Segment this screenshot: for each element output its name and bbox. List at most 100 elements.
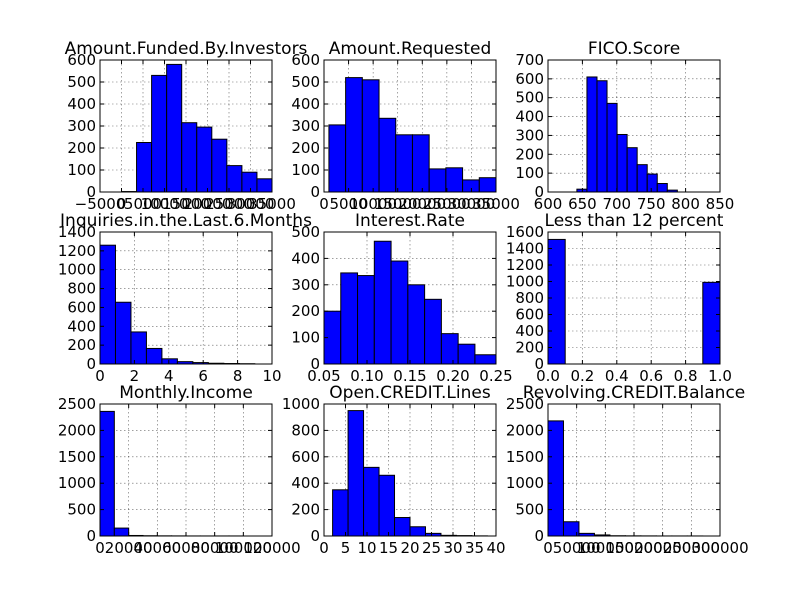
histogram-bar xyxy=(547,420,564,537)
histogram-bar xyxy=(114,301,132,365)
y-tick-label: 200 xyxy=(291,501,320,519)
histogram-bar xyxy=(373,240,392,365)
subplot-title: Amount.Funded.By.Investors xyxy=(65,39,308,59)
y-tick-label: 300 xyxy=(67,117,96,135)
y-tick-label: 200 xyxy=(515,339,544,357)
y-tick-label: 600 xyxy=(67,51,96,69)
x-tick-label: 10 xyxy=(357,539,376,557)
x-tick-label: 0.10 xyxy=(350,367,383,385)
histogram-bar xyxy=(478,177,497,193)
x-tick-label: 30000 xyxy=(448,195,496,213)
axes-frame xyxy=(99,59,273,193)
x-tick-label: 6 xyxy=(198,367,208,385)
y-tick-label: 600 xyxy=(291,448,320,466)
x-tick-label: 15000 xyxy=(162,195,210,213)
histogram-bar xyxy=(241,171,258,193)
x-tick-label: 1.0 xyxy=(708,367,732,385)
plot-area xyxy=(548,404,720,536)
x-tick-label: 5 xyxy=(341,539,351,557)
y-tick-label: 200 xyxy=(291,139,320,157)
x-tick-label: 35000 xyxy=(472,195,520,213)
histogram-bar xyxy=(424,298,442,365)
axes-frame xyxy=(323,59,497,193)
y-tick-label: 2500 xyxy=(506,395,544,413)
y-tick-label: 500 xyxy=(67,501,96,519)
bars xyxy=(328,77,497,193)
y-tick-label: 500 xyxy=(515,501,544,519)
histogram-bar xyxy=(256,178,273,193)
y-tick-label: 1200 xyxy=(58,242,96,260)
histogram-bar xyxy=(656,183,668,193)
x-tick-label: 250000 xyxy=(663,539,720,557)
x-tick-label: 0 xyxy=(319,539,329,557)
y-tick-label: 0 xyxy=(86,527,96,545)
y-tick-label: 1000 xyxy=(58,474,96,492)
y-tick-label: 500 xyxy=(515,89,544,107)
x-tick-label: 0 xyxy=(319,195,329,213)
histogram-bar xyxy=(457,343,476,365)
x-tick-label: 8 xyxy=(233,367,243,385)
y-tick-label: 100 xyxy=(291,329,320,347)
y-tick-label: 0 xyxy=(310,355,320,373)
x-tick-label: 0.15 xyxy=(393,367,426,385)
subplot-less-than-12-percent: 0.0 0.2 0.4 0.6 0.8 1.00200400600800100012001… xyxy=(506,211,732,385)
x-tick-label: 0.20 xyxy=(436,367,469,385)
y-tick-label: 1400 xyxy=(506,240,544,258)
y-tick-label: 500 xyxy=(291,73,320,91)
x-tick-label: 0 xyxy=(95,539,105,557)
y-tick-label: 800 xyxy=(67,280,96,298)
y-tick-label: 1000 xyxy=(506,273,544,291)
x-tick-label: 0 xyxy=(117,195,127,213)
y-tick-label: 0 xyxy=(534,355,544,373)
histogram-bar xyxy=(211,138,228,193)
y-tick-label: 1000 xyxy=(282,395,320,413)
histogram-bar xyxy=(626,147,638,193)
bars xyxy=(547,238,721,365)
y-tick-label: 500 xyxy=(67,73,96,91)
y-tick-label: 400 xyxy=(291,474,320,492)
histogram-bar xyxy=(407,284,426,365)
histogram-bar xyxy=(394,517,411,537)
subplot-amount-requested: 0 500010000150002000025000300003500001002… xyxy=(291,39,520,213)
y-tick-label: 600 xyxy=(515,70,544,88)
subplot-monthly-income: 0 200004000060000800001000001200000500100… xyxy=(58,383,301,557)
axes-frame xyxy=(99,403,273,537)
subplot-revolving-credit-balance: 0 500001000001500002000002500003000000500… xyxy=(506,383,749,557)
y-tick-label: 400 xyxy=(515,322,544,340)
subplot-title: Amount.Requested xyxy=(329,39,492,59)
subplot-title: FICO.Score xyxy=(588,39,680,59)
x-tick-label: 25000 xyxy=(423,195,471,213)
histogram-bar xyxy=(99,244,116,365)
axes-frame xyxy=(547,231,721,365)
y-tick-label: 100 xyxy=(291,161,320,179)
x-tick-label: 0.8 xyxy=(674,367,698,385)
x-tick-label: 100000 xyxy=(577,539,634,557)
histogram-bar xyxy=(411,134,430,193)
axes-frame xyxy=(547,59,721,193)
y-tick-label: 600 xyxy=(515,306,544,324)
y-tick-label: 0 xyxy=(86,183,96,201)
x-tick-label: 120000 xyxy=(243,539,300,557)
histogram-bar xyxy=(357,275,375,365)
x-tick-label: 30 xyxy=(443,539,462,557)
x-tick-label: 40 xyxy=(486,539,505,557)
histogram-bar xyxy=(596,80,608,193)
histogram-bar xyxy=(363,466,380,537)
x-tick-label: 5000 xyxy=(329,195,367,213)
y-tick-label: 0 xyxy=(534,183,544,201)
histogram-bar xyxy=(345,77,363,193)
axes-frame xyxy=(323,403,497,537)
histogram-bar xyxy=(616,133,628,193)
x-tick-label: 0 xyxy=(543,539,553,557)
axes-frame xyxy=(323,231,497,365)
x-tick-label: 25000 xyxy=(205,195,253,213)
x-tick-label: 80000 xyxy=(191,539,239,557)
x-tick-label: 800 xyxy=(671,195,700,213)
x-tick-label: 25 xyxy=(422,539,441,557)
y-tick-label: 400 xyxy=(67,95,96,113)
histogram-bar xyxy=(428,168,447,193)
plot-area xyxy=(100,404,272,536)
histogram-bar xyxy=(332,489,349,537)
y-tick-label: 1500 xyxy=(58,448,96,466)
